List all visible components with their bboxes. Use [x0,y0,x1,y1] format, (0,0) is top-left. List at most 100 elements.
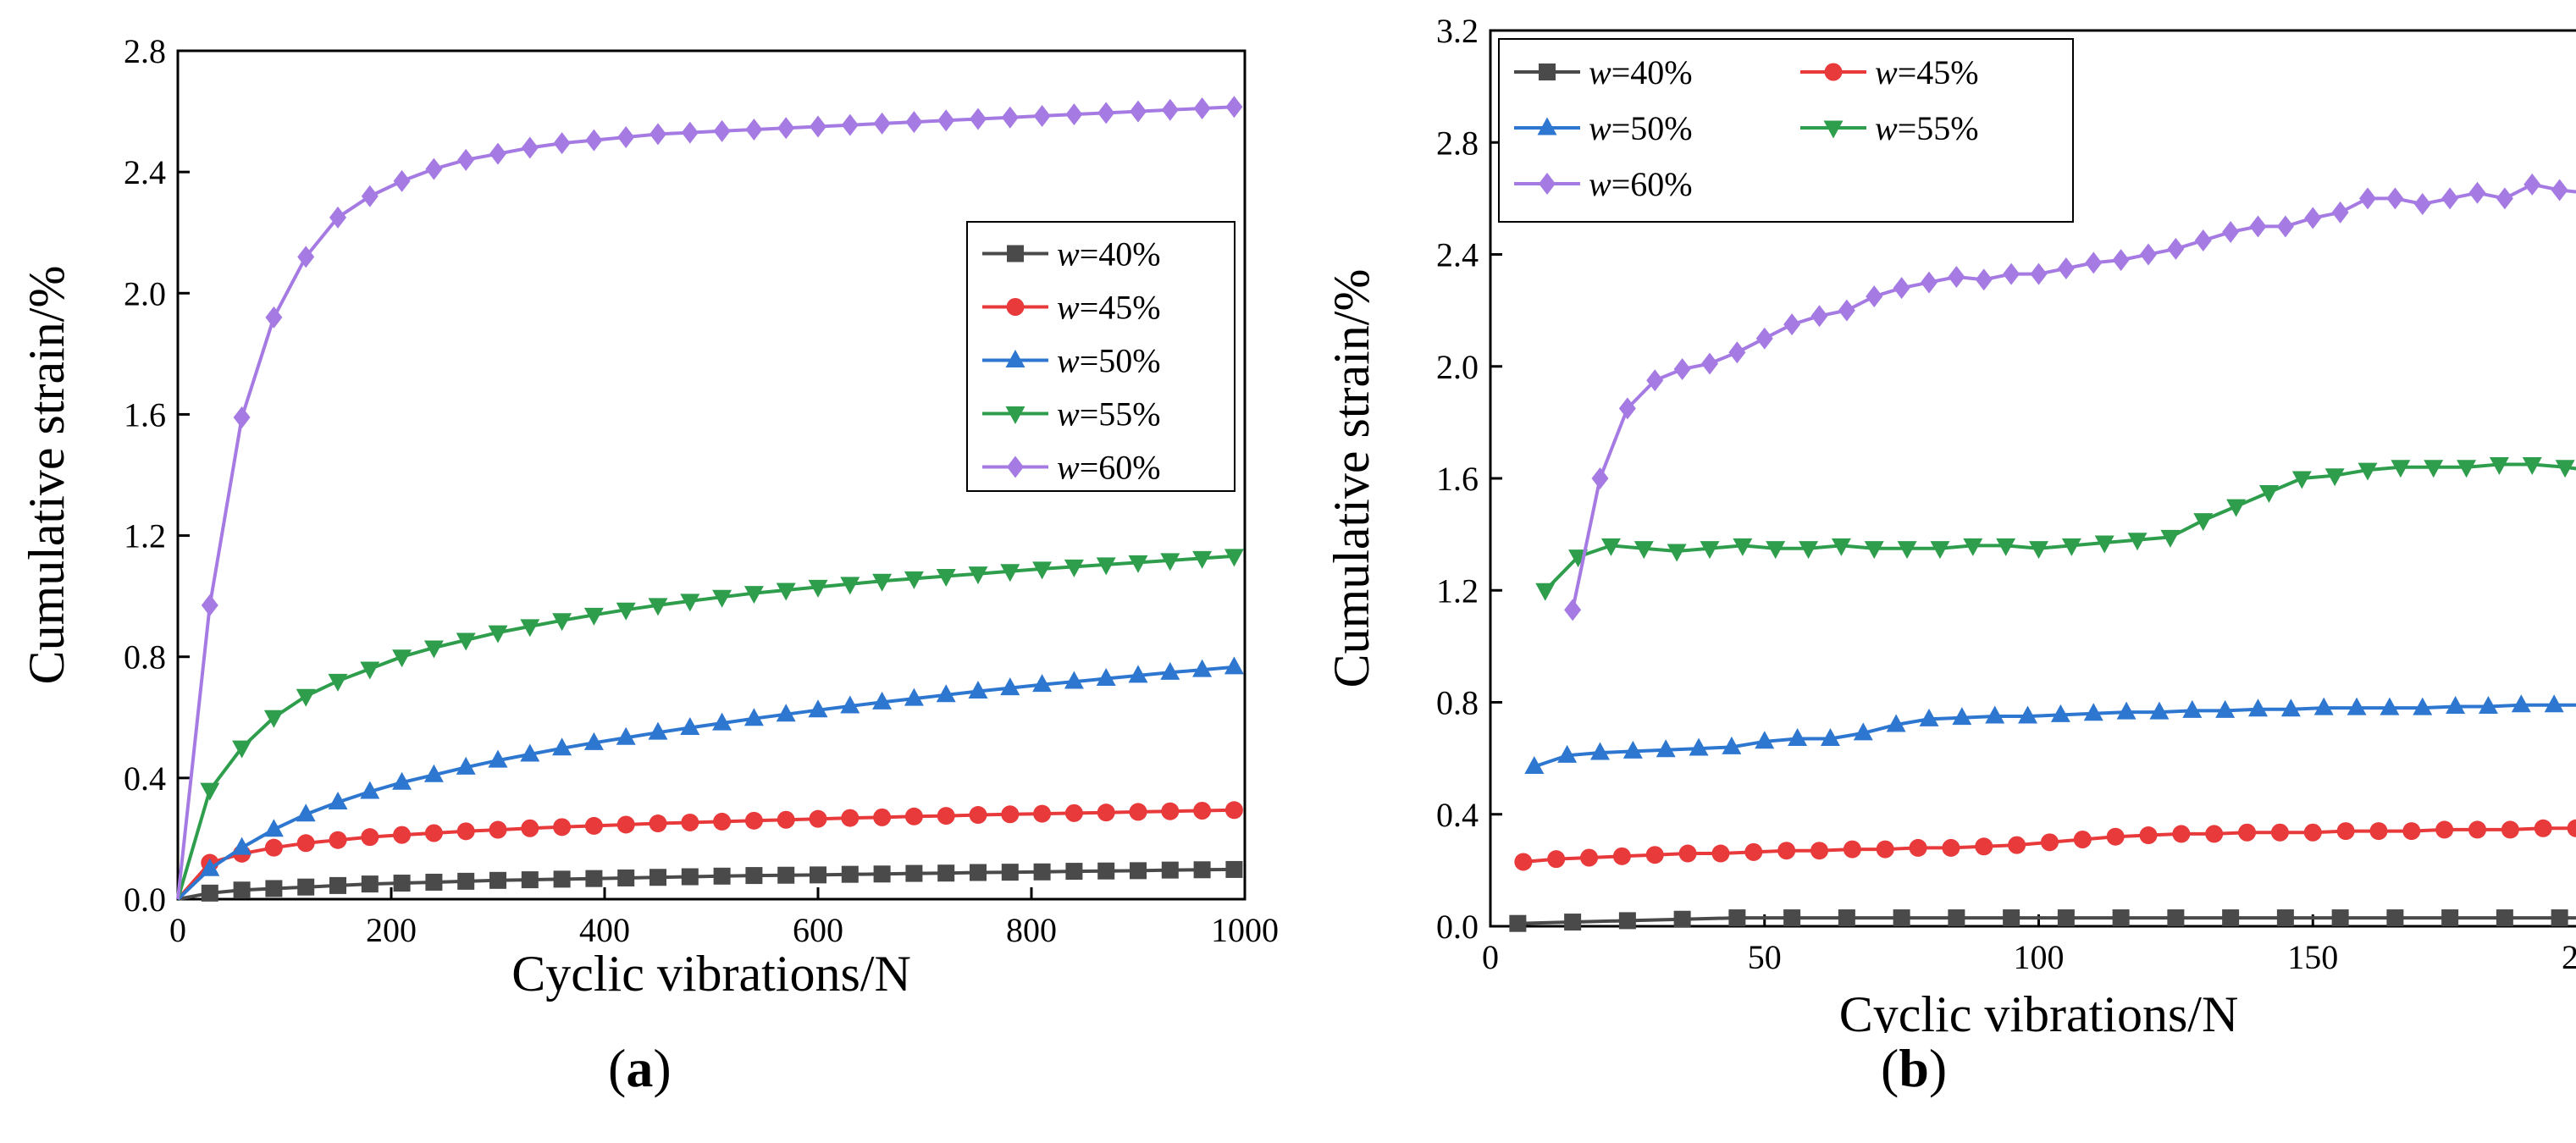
data-point [936,569,956,588]
data-point [1128,665,1148,683]
data-point [361,828,379,847]
data-point [1838,299,1855,322]
data-point [296,803,316,822]
data-point [1975,837,1993,856]
data-point [2149,701,2170,720]
x-tick-label: 150 [2287,938,2338,976]
x-tick-label: 200 [366,911,417,949]
data-point [1612,847,1631,865]
legend-marker [1005,350,1025,367]
data-point [263,819,284,837]
data-point [1843,840,1861,859]
legend-label: w=40% [1057,235,1161,273]
data-point [2226,499,2247,517]
data-point [1557,744,1578,763]
data-point [681,121,699,144]
data-point [2391,460,2411,478]
data-point [1975,268,1993,291]
data-point [1064,559,1084,577]
data-point [937,807,955,826]
series-50 [1524,694,2576,775]
data-point [1963,538,1983,556]
data-point [2061,538,2081,556]
y-tick-label: 1.2 [1436,572,1479,610]
data-point [616,815,635,834]
legend-label: w=50% [1057,342,1161,380]
data-point [2127,533,2148,551]
legend-marker [1539,173,1556,195]
data-point [1547,850,1566,869]
series-line [176,808,1235,901]
data-point [680,594,700,612]
data-point [1160,661,1180,680]
data-point [809,809,827,828]
data-point [1160,553,1180,572]
data-point [1783,909,1801,927]
data-point [777,866,795,884]
series-line [177,867,1235,901]
data-point [1225,96,1243,119]
x-tick-label: 200 [2562,938,2576,976]
data-point [1853,722,1873,741]
data-point [1838,909,1855,927]
panel-label-a: (a) [608,1038,672,1098]
data-point [2029,541,2048,560]
y-tick-label: 0.8 [1436,684,1479,722]
data-point [361,875,379,893]
data-point [489,142,506,165]
data-point [2544,694,2564,713]
y-axis-label: Cumulative strain/% [19,266,75,685]
data-point [520,743,540,762]
data-point [937,864,955,882]
data-point [200,858,220,876]
x-axis-label: Cyclic vibrations/N [511,946,911,1002]
data-point [1952,707,1972,726]
y-tick-label: 3.2 [1436,12,1479,50]
data-point [873,808,892,826]
data-point [2435,820,2454,839]
data-point [1129,803,1147,821]
data-point [585,870,603,887]
data-point [745,867,763,885]
data-point [2008,836,2026,854]
data-point [361,185,379,207]
data-point [1161,861,1179,879]
data-point [2003,909,2020,927]
data-point [1948,909,1965,927]
data-point [680,716,700,735]
y-tick-label: 2.8 [124,32,166,70]
data-point [553,870,571,888]
data-point [810,115,826,138]
y-tick-label: 2.0 [124,274,166,312]
data-point [521,819,539,837]
series-50 [176,656,1244,901]
data-point [650,123,666,146]
data-point [2324,468,2345,487]
data-point [1033,804,1052,823]
data-point [1673,358,1691,381]
data-point [744,586,764,605]
data-point [1744,842,1763,861]
data-point [456,632,476,651]
series-55 [176,549,1244,900]
y-tick-label: 0.4 [1436,796,1479,834]
data-point [1564,599,1582,621]
data-point [489,820,507,839]
data-point [905,111,923,134]
data-point [1733,538,1753,556]
data-point [297,246,315,268]
data-point [1065,103,1083,126]
data-point [1893,909,1910,927]
y-axis-label: Cumulative strain/% [1324,269,1379,688]
data-point [1193,802,1212,820]
data-point [2496,909,2513,927]
data-point [457,148,475,171]
data-point [2331,909,2349,927]
y-tick-label: 2.4 [1436,236,1479,274]
data-point [583,607,604,626]
data-point [1618,912,1636,930]
data-point [360,781,380,799]
x-tick-label: 600 [793,911,843,949]
data-point [521,136,539,159]
series-40 [1509,909,2576,932]
